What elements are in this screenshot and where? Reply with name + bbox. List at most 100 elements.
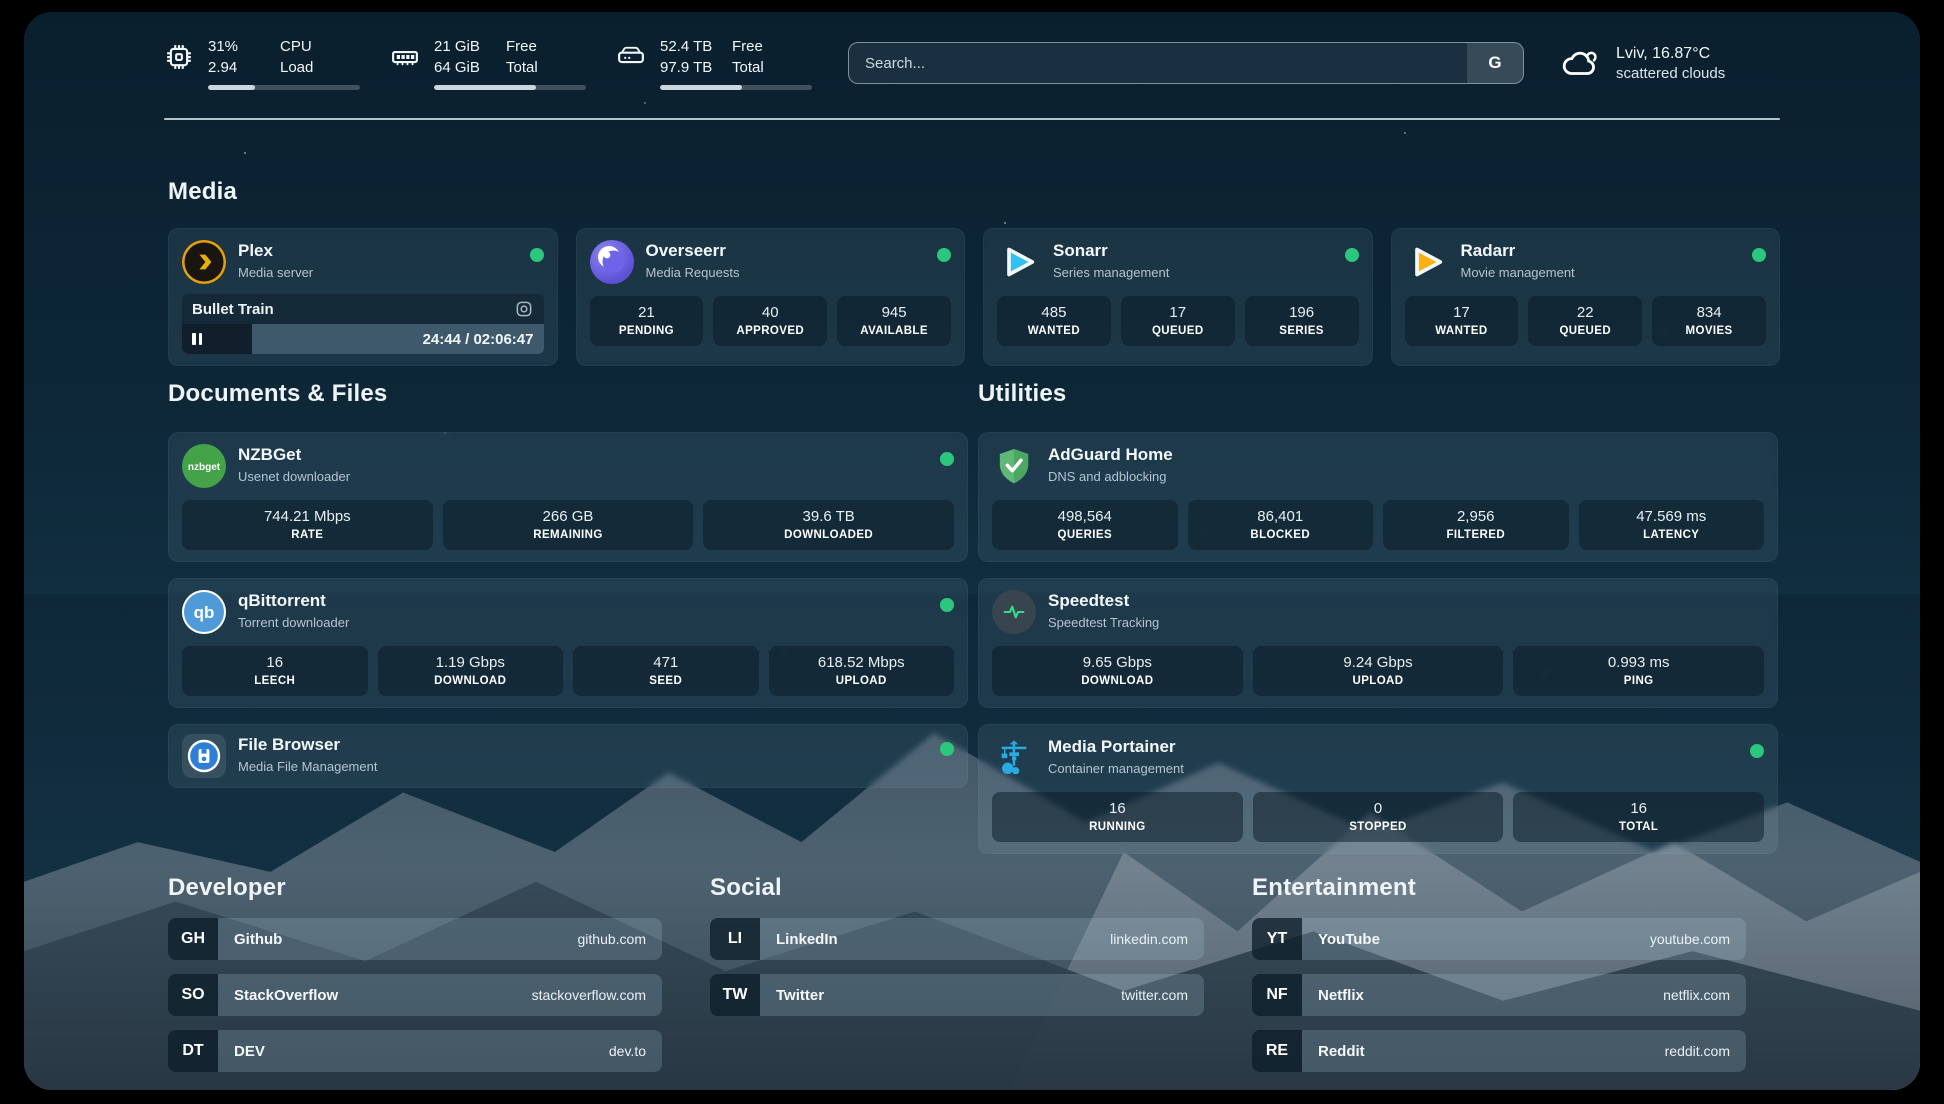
- bookmark-youtube[interactable]: YT YouTube youtube.com: [1252, 918, 1746, 960]
- stat-tile: 498,564 QUERIES: [992, 500, 1178, 550]
- filebrowser-logo-icon: [182, 734, 226, 778]
- section-title-social: Social: [710, 874, 782, 901]
- app-card-filebrowser[interactable]: File Browser Media File Management: [168, 724, 968, 788]
- netflix-abbr-icon: NF: [1252, 974, 1302, 1016]
- adguard-name: AdGuard Home: [1048, 445, 1173, 464]
- stat-tile: 16 RUNNING: [992, 792, 1243, 842]
- stat-tile: 39.6 TB DOWNLOADED: [703, 500, 954, 550]
- bookmark-dev-to[interactable]: DT DEV dev.to: [168, 1030, 662, 1072]
- cpu-label: CPU: [280, 38, 312, 55]
- disk-label-2: Total: [732, 59, 764, 76]
- filebrowser-status-dot: [940, 742, 954, 756]
- memory-total: 64 GiB: [434, 59, 480, 76]
- search-engine-button[interactable]: G: [1467, 43, 1523, 83]
- stat-tile: 618.52 Mbps UPLOAD: [768, 646, 954, 696]
- youtube-abbr-icon: YT: [1252, 918, 1302, 960]
- app-card-overseerr[interactable]: Overseerr Media Requests 21 PENDING 40 A…: [575, 228, 965, 366]
- qbittorrent-name: qBittorrent: [238, 591, 326, 610]
- stat-tile: 266 GB REMAINING: [442, 500, 694, 550]
- nzbget-description: Usenet downloader: [238, 469, 351, 484]
- weather-location-temp: Lviv, 16.87°C: [1616, 44, 1711, 62]
- bookmark-reddit[interactable]: RE Reddit reddit.com: [1252, 1030, 1746, 1072]
- stat-tile: 16 LEECH: [182, 646, 368, 696]
- stat-tile: 16 TOTAL: [1513, 792, 1764, 842]
- filebrowser-name: File Browser: [238, 735, 341, 754]
- qbittorrent-status-dot: [940, 598, 954, 612]
- section-title-developer: Developer: [168, 874, 286, 901]
- radarr-status-dot: [1752, 248, 1766, 262]
- bookmark-group-entertainment: Entertainment YT YouTube youtube.com NF …: [1252, 874, 1746, 1072]
- dashboard-window: 31% 2.94 CPU Load: [24, 12, 1920, 1090]
- bookmark-linkedin[interactable]: LI LinkedIn linkedin.com: [710, 918, 1204, 960]
- overseerr-description: Media Requests: [645, 265, 740, 280]
- disk-label: Free: [732, 38, 763, 55]
- adguard-description: DNS and adblocking: [1048, 469, 1167, 484]
- plex-player-bar[interactable]: 24:44 / 02:06:47: [182, 324, 544, 354]
- bookmark-stackoverflow[interactable]: SO StackOverflow stackoverflow.com: [168, 974, 662, 1016]
- stat-tile: 945 AVAILABLE: [837, 296, 951, 346]
- nzbget-name: NZBGet: [238, 445, 302, 464]
- cpu-label-2: Load: [280, 59, 314, 76]
- stat-tile: 1.19 Gbps DOWNLOAD: [377, 646, 563, 696]
- stat-tile: 0.993 ms PING: [1513, 646, 1764, 696]
- stat-tile: 86,401 BLOCKED: [1187, 500, 1373, 550]
- media-cards-row: Plex Media server Bullet Train 24:44 / 0…: [168, 228, 1780, 366]
- stat-tile: 9.24 Gbps UPLOAD: [1252, 646, 1504, 696]
- overseerr-name: Overseerr: [645, 241, 726, 260]
- portainer-name: Media Portainer: [1048, 737, 1176, 756]
- app-card-sonarr[interactable]: Sonarr Series management 485 WANTED 17 Q…: [983, 228, 1373, 366]
- system-stats: 31% 2.94 CPU Load: [164, 36, 812, 90]
- nzbget-logo-icon: nzbget: [182, 444, 226, 488]
- overseerr-status-dot: [937, 248, 951, 262]
- scattered-clouds-icon: [1562, 51, 1597, 75]
- plex-played-segment: [182, 324, 253, 354]
- app-card-radarr[interactable]: Radarr Movie management 17 WANTED 22 QUE…: [1390, 228, 1780, 366]
- svg-text:nzbget: nzbget: [188, 462, 221, 473]
- stat-tile: 2,956 FILTERED: [1383, 500, 1569, 550]
- weather-condition: scattered clouds: [1616, 64, 1726, 82]
- bookmark-github[interactable]: GH Github github.com: [168, 918, 662, 960]
- bookmark-group-social: Social LI LinkedIn linkedin.com TW Twitt…: [710, 874, 1204, 1016]
- app-card-adguard[interactable]: AdGuard Home DNS and adblocking 498,564 …: [978, 432, 1778, 562]
- app-card-plex[interactable]: Plex Media server Bullet Train 24:44 / 0…: [168, 228, 558, 366]
- disk-stat: 52.4 TB 97.9 TB Free Total: [616, 36, 812, 90]
- app-card-qbittorrent[interactable]: qb qBittorrent Torrent downloader 16 LEE…: [168, 578, 968, 708]
- memory-label: Free: [506, 38, 537, 55]
- stat-tile: 9.65 Gbps DOWNLOAD: [992, 646, 1243, 696]
- search-input[interactable]: [848, 42, 1524, 84]
- portainer-status-dot: [1750, 744, 1764, 758]
- dev-to-abbr-icon: DT: [168, 1030, 218, 1072]
- disk-free: 52.4 TB: [660, 38, 713, 55]
- plex-status-dot: [529, 248, 544, 262]
- speedtest-name: Speedtest: [1048, 591, 1130, 610]
- search-bar: G: [848, 42, 1524, 84]
- pause-icon[interactable]: [192, 333, 202, 345]
- disk-total: 97.9 TB: [660, 59, 713, 76]
- speedtest-description: Speedtest Tracking: [1048, 615, 1160, 630]
- overseerr-logo-icon: [589, 240, 634, 284]
- memory-label-2: Total: [506, 59, 538, 76]
- bookmark-twitter[interactable]: TW Twitter twitter.com: [710, 974, 1204, 1016]
- section-title-utilities: Utilities: [978, 380, 1067, 407]
- stat-tile: 196 SERIES: [1244, 296, 1359, 346]
- app-card-speedtest[interactable]: Speedtest Speedtest Tracking 9.65 Gbps D…: [978, 578, 1778, 708]
- stat-tile: 21 PENDING: [589, 296, 704, 346]
- bookmark-netflix[interactable]: NF Netflix netflix.com: [1252, 974, 1746, 1016]
- sonarr-name: Sonarr: [1053, 241, 1108, 260]
- app-card-nzbget[interactable]: nzbget NZBGet Usenet downloader 744.21 M…: [168, 432, 968, 562]
- sonarr-logo-icon: [997, 240, 1041, 284]
- utilities-column: AdGuard Home DNS and adblocking 498,564 …: [978, 432, 1778, 854]
- linkedin-abbr-icon: LI: [710, 918, 760, 960]
- github-abbr-icon: GH: [168, 918, 218, 960]
- memory-progress-track: [434, 85, 586, 90]
- stat-tile: 834 MOVIES: [1652, 296, 1766, 346]
- disk-progress-track: [660, 85, 812, 90]
- stat-tile: 47.569 ms LATENCY: [1578, 500, 1764, 550]
- portainer-description: Container management: [1048, 761, 1184, 776]
- twitter-abbr-icon: TW: [710, 974, 760, 1016]
- app-card-portainer[interactable]: Media Portainer Container management 16 …: [978, 724, 1778, 854]
- disk-progress-fill: [660, 85, 743, 90]
- stat-tile: 40 APPROVED: [713, 296, 828, 346]
- section-title-entertainment: Entertainment: [1252, 874, 1416, 901]
- sonarr-status-dot: [1344, 248, 1359, 262]
